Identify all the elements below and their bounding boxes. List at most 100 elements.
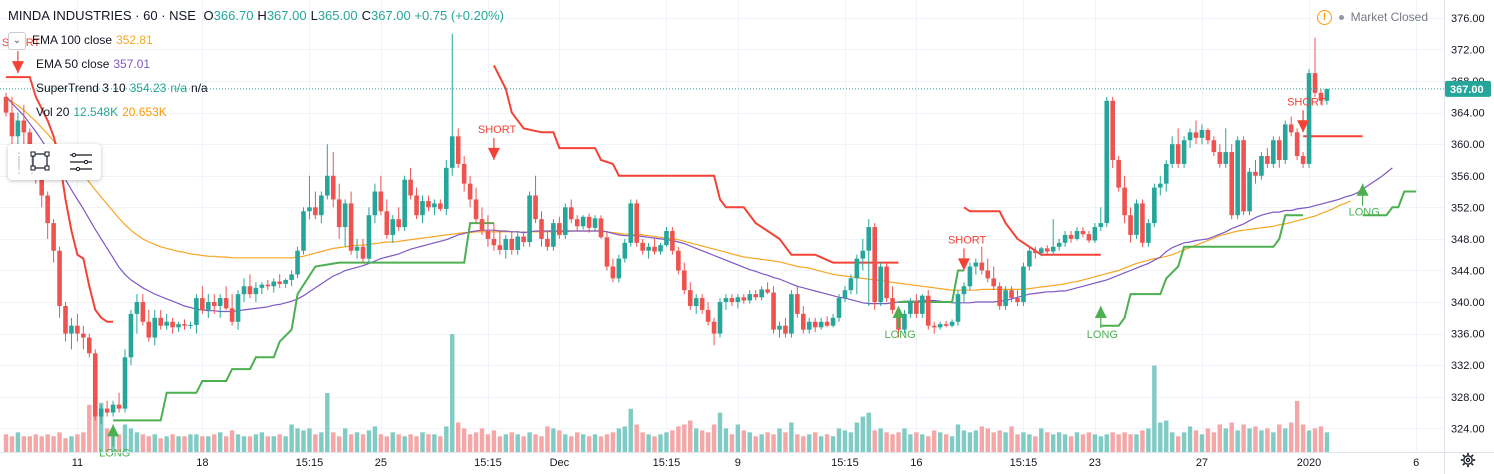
candle bbox=[795, 286, 800, 318]
candle-body bbox=[336, 199, 342, 228]
volume-bar bbox=[801, 436, 806, 452]
candle bbox=[354, 238, 360, 259]
candle bbox=[45, 191, 50, 239]
candle-body bbox=[485, 231, 491, 239]
volume-bar bbox=[979, 426, 984, 452]
price-tick-label: 336.00 bbox=[1451, 329, 1485, 341]
volume-bar bbox=[1062, 434, 1068, 452]
candle bbox=[616, 254, 622, 283]
indicator-row[interactable]: SuperTrend 3 10 354.23 n/a n/a bbox=[8, 76, 504, 100]
candle-body bbox=[1050, 246, 1056, 252]
candle bbox=[836, 294, 842, 322]
volume-bar bbox=[932, 430, 937, 452]
candle bbox=[872, 223, 877, 310]
candle bbox=[360, 238, 366, 263]
volume-bar bbox=[348, 434, 354, 452]
market-status[interactable]: ! Market Closed bbox=[1316, 10, 1428, 26]
indicator-row[interactable]: EMA 50 close 357.01 bbox=[8, 52, 504, 76]
volume-bar bbox=[134, 432, 140, 452]
candle-body bbox=[687, 290, 693, 306]
candle-body bbox=[87, 337, 92, 354]
candle bbox=[372, 183, 378, 224]
candle bbox=[1253, 159, 1258, 184]
candle bbox=[1259, 152, 1264, 180]
indicator-value: 357.01 bbox=[113, 57, 151, 71]
arrow-up-icon bbox=[892, 306, 905, 319]
volume-bar bbox=[461, 428, 467, 452]
candle bbox=[830, 313, 836, 328]
volume-bar bbox=[223, 436, 229, 452]
symbol-name[interactable]: MINDA INDUSTRIES bbox=[8, 8, 132, 23]
volume-bar bbox=[1015, 434, 1020, 452]
supertrend-segment bbox=[113, 222, 494, 422]
indicator-row[interactable]: ⌄ EMA 100 close 352.81 bbox=[8, 28, 504, 52]
candle-body bbox=[1193, 132, 1199, 138]
candle bbox=[444, 159, 449, 216]
volume-bar bbox=[164, 436, 169, 452]
volume-bar bbox=[331, 432, 336, 452]
volume-bar bbox=[741, 430, 746, 452]
arrow-down-icon bbox=[11, 61, 24, 74]
candle bbox=[319, 191, 324, 224]
candle bbox=[1306, 69, 1312, 168]
candle bbox=[658, 242, 663, 255]
candle-body bbox=[1056, 242, 1062, 247]
volume-bar bbox=[1158, 422, 1163, 452]
volume-bar bbox=[1098, 436, 1103, 452]
candle bbox=[63, 302, 68, 342]
candle bbox=[200, 286, 205, 314]
candle bbox=[420, 195, 425, 224]
object-tree-icon[interactable] bbox=[68, 151, 94, 173]
candle bbox=[432, 199, 437, 216]
candle bbox=[402, 175, 407, 231]
candle-body bbox=[414, 195, 419, 216]
candle-body bbox=[420, 201, 425, 216]
volume-bar bbox=[610, 432, 616, 452]
time-tick-label: 23 bbox=[1089, 457, 1101, 469]
volume-bar bbox=[634, 424, 639, 452]
indicator-label: SuperTrend 3 10 bbox=[36, 81, 126, 95]
candle bbox=[1265, 148, 1270, 168]
chevron-down-icon[interactable]: ⌄ bbox=[8, 31, 26, 50]
time-tick-label: 9 bbox=[735, 457, 741, 469]
candle bbox=[1092, 223, 1098, 243]
gear-icon[interactable] bbox=[1460, 452, 1476, 468]
indicator-row[interactable]: Vol 20 12.548K 20.653K bbox=[8, 100, 504, 124]
candle bbox=[1110, 96, 1115, 168]
candle bbox=[348, 191, 354, 255]
rectangle-select-icon[interactable] bbox=[30, 151, 50, 171]
volume-bar bbox=[569, 436, 574, 452]
volume-bar bbox=[1027, 434, 1032, 452]
candle bbox=[1324, 88, 1330, 105]
candle bbox=[860, 238, 866, 271]
candle bbox=[1003, 286, 1008, 310]
volume-bar bbox=[1104, 434, 1109, 452]
time-tick-label: 15:15 bbox=[296, 457, 324, 469]
candle bbox=[979, 246, 985, 275]
candle bbox=[330, 152, 336, 208]
time-tick-label: 15:15 bbox=[653, 457, 681, 469]
volume-bar bbox=[753, 436, 758, 452]
candle-body bbox=[568, 207, 574, 220]
candle-body bbox=[914, 302, 919, 314]
candle bbox=[652, 238, 657, 255]
candle bbox=[783, 317, 788, 338]
volume-bar bbox=[325, 393, 330, 452]
candle bbox=[551, 219, 556, 251]
candle bbox=[235, 290, 241, 330]
volume-bar bbox=[890, 434, 895, 452]
candle-body bbox=[1122, 187, 1127, 216]
signal-label: SHORT bbox=[478, 124, 517, 136]
candle-body bbox=[235, 294, 241, 322]
candle-body bbox=[1033, 250, 1038, 254]
volume-bar bbox=[396, 434, 401, 452]
volume-bar bbox=[146, 436, 151, 452]
candle-body bbox=[664, 231, 669, 246]
candle bbox=[1098, 207, 1104, 231]
candle-body bbox=[319, 195, 324, 216]
candle bbox=[1033, 246, 1038, 259]
volume-bar bbox=[539, 436, 544, 452]
candle-body bbox=[402, 179, 407, 228]
candle bbox=[878, 262, 883, 306]
